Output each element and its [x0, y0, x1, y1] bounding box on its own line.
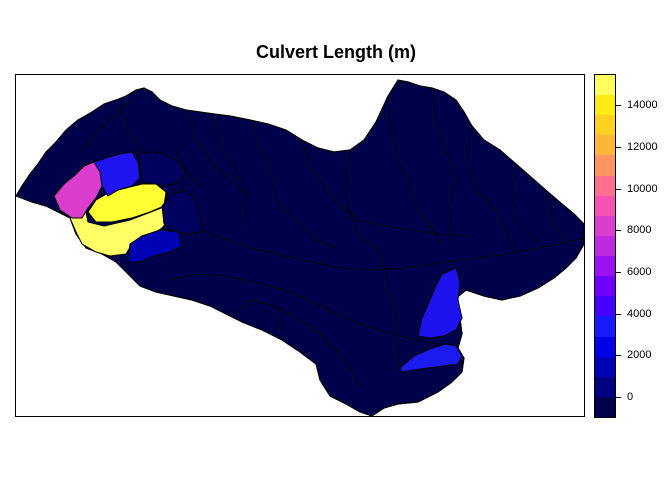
legend-swatch — [595, 256, 615, 277]
legend-tick-mark — [616, 188, 621, 190]
legend-tick-label: 4000 — [627, 307, 652, 320]
subbasin-blue-north[interactable] — [93, 151, 141, 197]
legend-tick-mark — [616, 397, 621, 399]
legend-swatch — [595, 235, 615, 256]
legend-tick-mark — [616, 355, 621, 357]
legend-swatch — [595, 376, 615, 397]
legend-tick-label: 2000 — [627, 349, 652, 362]
legend-swatch — [595, 195, 615, 216]
legend-tick-label: 0 — [627, 391, 634, 404]
legend-tick-mark — [616, 313, 621, 315]
subbasin-navy-north[interactable] — [137, 151, 187, 187]
legend-swatch — [595, 296, 615, 317]
legend-swatch — [595, 276, 615, 297]
legend-swatch — [595, 396, 615, 417]
map-title: Culvert Length (m) — [256, 42, 416, 62]
legend-tick-mark — [616, 230, 621, 232]
map-panel — [15, 74, 585, 417]
legend-tick-label: 6000 — [627, 266, 652, 279]
legend-swatch — [595, 316, 615, 337]
legend-tick-label: 10000 — [627, 182, 658, 195]
legend-tick-label: 12000 — [627, 140, 658, 153]
legend-swatch — [595, 95, 615, 116]
subbasin-light-yellow[interactable] — [69, 205, 175, 257]
legend-tick-mark — [616, 105, 621, 107]
legend-swatch — [595, 135, 615, 156]
legend-tick-mark — [616, 146, 621, 148]
legend-swatch — [595, 175, 615, 196]
subbasin-mid-blue[interactable] — [127, 229, 183, 263]
legend-swatch — [595, 336, 615, 357]
subbasin-blue-south[interactable] — [399, 343, 463, 373]
legend-swatch — [595, 115, 615, 136]
legend-swatch — [595, 215, 615, 236]
legend-tick-mark — [616, 272, 621, 274]
legend-swatch — [595, 155, 615, 176]
legend-swatch — [595, 356, 615, 377]
subbasin-bright-blue-east[interactable] — [417, 267, 463, 339]
color-legend-bar — [594, 74, 616, 418]
legend-tick-label: 8000 — [627, 224, 652, 237]
legend-swatch — [595, 74, 615, 95]
legend-tick-label: 14000 — [627, 99, 658, 112]
subbasin-navy-east[interactable] — [161, 189, 203, 235]
subbasin-boundaries — [81, 87, 585, 387]
